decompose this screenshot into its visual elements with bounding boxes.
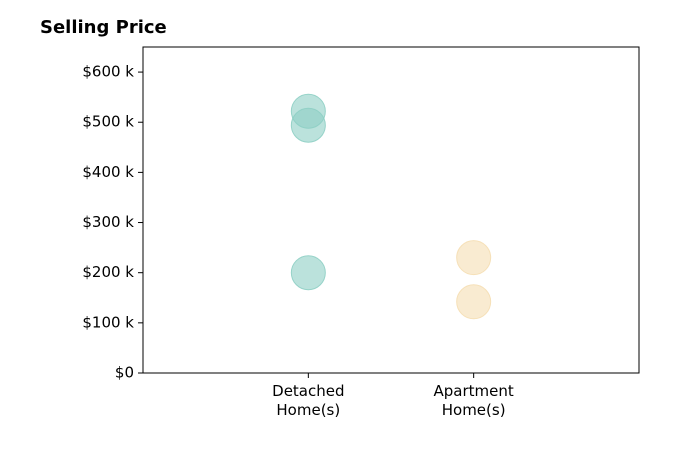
y-tick-label: $400 k — [82, 163, 134, 181]
point — [456, 284, 492, 320]
y-tick-label: $500 k — [82, 113, 134, 131]
y-tick-label: $300 k — [82, 213, 134, 231]
y-tick-label: $0 — [115, 364, 134, 382]
y-tick-label: $100 k — [82, 313, 134, 331]
y-tick-label: $600 k — [82, 63, 134, 81]
point — [290, 255, 326, 291]
x-tick-label: Apartment Home(s) — [433, 382, 514, 419]
y-tick-label: $200 k — [82, 263, 134, 281]
point — [456, 240, 492, 276]
point — [290, 107, 326, 143]
chart-title: Selling Price — [40, 17, 167, 38]
plot-frame — [142, 46, 640, 374]
x-tick-label: Detached Home(s) — [272, 382, 345, 419]
